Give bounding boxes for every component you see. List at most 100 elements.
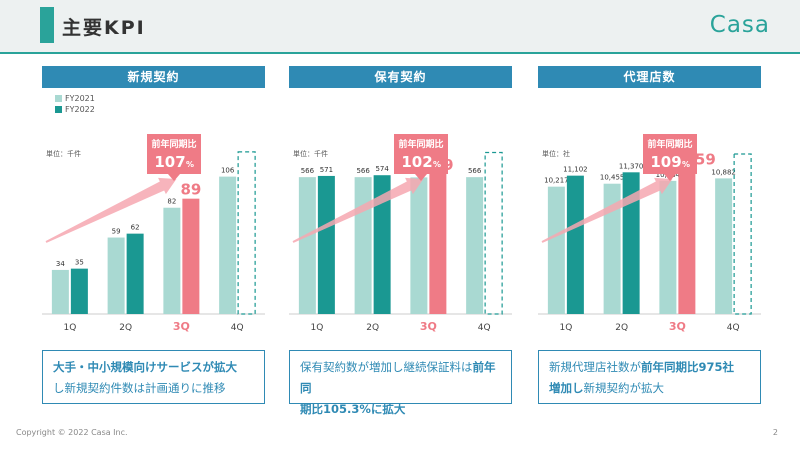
- bar-fy2021: [715, 178, 733, 314]
- bar-fy2022: [182, 198, 200, 314]
- chart-new-contracts: 単位：千件 34 35 1Q 59 62 2Q 82 89 3Q 106 4Q 前年同期比 107%: [42, 134, 265, 333]
- yoy-label: 前年同期比: [151, 138, 196, 150]
- chart-agencies: 単位：社10,21711,1021Q10,45511,3702Q10,68411…: [538, 134, 761, 333]
- callout-new-contracts: 大手・中小規模向けサービスが拡大 し新規契約件数は計画通りに推移: [42, 350, 265, 404]
- data-label-fy2021: 566: [301, 167, 315, 175]
- yoy-unit: %: [682, 160, 690, 169]
- yoy-label: 前年同期比: [398, 138, 443, 150]
- bar-fy2022: [566, 175, 584, 314]
- yoy-box-pointer: [664, 174, 676, 181]
- yoy-label: 前年同期比: [647, 138, 692, 150]
- data-label-fy2021: 106: [221, 167, 235, 175]
- header: 主要KPI Casa: [0, 0, 800, 54]
- callout-text: 保有契約数が増加し継続保証料は: [300, 360, 473, 374]
- data-label-fy2021: 59: [112, 228, 121, 236]
- callout-bold: 増加し: [549, 381, 584, 395]
- data-label-fy2022: 571: [320, 166, 333, 174]
- data-label-fy2022: 89: [180, 181, 201, 199]
- casa-logo: Casa: [709, 12, 770, 38]
- bar-fy2021: [603, 183, 621, 314]
- unit-label: 単位：千件: [46, 149, 81, 158]
- bar-fy2021: [219, 176, 237, 314]
- chart-held-contracts: 単位：千件5665711Q5665742Q5655793Q5664Q前年同期比1…: [289, 134, 512, 333]
- copyright: Copyright © 2022 Casa Inc.: [16, 428, 128, 437]
- yoy-box: [394, 134, 448, 174]
- callout-agencies: 新規代理店社数が前年同期比975社 増加し新規契約が拡大: [538, 350, 761, 404]
- callout-bold: 前年同期比975社: [641, 360, 735, 374]
- yoy-value: 107: [154, 153, 185, 171]
- yoy-box: [147, 134, 201, 174]
- x-tick-label: 1Q: [63, 323, 76, 333]
- data-label-fy2022: 574: [375, 165, 389, 173]
- callout-text: し新規契約件数は計画通りに推移: [53, 381, 226, 395]
- x-tick-label: 2Q: [615, 323, 628, 333]
- data-label-fy2021: 34: [56, 260, 65, 268]
- legend-swatch-fy2022: [55, 106, 62, 113]
- header-accent-bar: [40, 7, 54, 43]
- bar-fy2022: [622, 172, 640, 314]
- yoy-unit: %: [433, 160, 441, 169]
- yoy-box-pointer: [415, 174, 427, 181]
- bar-fy2021: [163, 207, 181, 314]
- legend: FY2021 FY2022: [55, 94, 95, 116]
- bar-fy2021: [659, 180, 677, 314]
- bar-fy2022: [70, 268, 88, 314]
- x-tick-label: 1Q: [310, 323, 323, 333]
- x-tick-label: 3Q: [173, 320, 190, 333]
- data-label-fy2021: 566: [356, 167, 370, 175]
- legend-fy2021: FY2021: [65, 94, 95, 103]
- data-label-fy2021: 10,882: [711, 168, 736, 176]
- page-title: 主要KPI: [62, 17, 146, 39]
- x-tick-label: 3Q: [420, 320, 437, 333]
- growth-arrow: [541, 177, 673, 243]
- data-label-fy2021: 82: [167, 198, 176, 206]
- bar-fy2021: [466, 177, 484, 314]
- unit-label: 単位：千件: [293, 149, 328, 158]
- panel-title-new-contracts: 新規契約: [42, 66, 265, 88]
- bar-fy2021: [51, 269, 69, 314]
- bar-fy2022-placeholder: [733, 153, 752, 315]
- legend-fy2022: FY2022: [65, 105, 95, 114]
- callout-bold: 前年同: [300, 360, 496, 395]
- callout-text: 新規契約が拡大: [583, 381, 665, 395]
- bar-fy2022: [429, 174, 447, 314]
- bar-fy2022-placeholder: [484, 151, 503, 315]
- callout-text: 新規代理店社数が: [549, 360, 641, 374]
- yoy-unit: %: [186, 160, 194, 169]
- yoy-value: 102: [401, 153, 432, 171]
- bar-fy2021: [298, 177, 316, 314]
- data-label-fy2021: 10,455: [600, 174, 625, 182]
- yoy-value: 109: [650, 153, 681, 171]
- x-tick-label: 4Q: [478, 323, 491, 333]
- bar-fy2022: [317, 175, 335, 314]
- data-label-fy2021: 10,217: [544, 177, 569, 185]
- legend-swatch-fy2021: [55, 95, 62, 102]
- x-tick-label: 2Q: [119, 323, 132, 333]
- panel-title-held-contracts: 保有契約: [289, 66, 512, 88]
- growth-arrow: [292, 177, 424, 243]
- x-tick-label: 4Q: [231, 323, 244, 333]
- bar-fy2021: [547, 186, 565, 314]
- yoy-box: [643, 134, 697, 174]
- data-label-fy2022: 62: [131, 224, 140, 232]
- data-label-fy2022: 35: [75, 259, 84, 267]
- bar-fy2021: [107, 237, 125, 314]
- yoy-box-pointer: [168, 174, 180, 181]
- callout-bold: 期比105.3%に拡大: [300, 402, 406, 416]
- x-tick-label: 4Q: [727, 323, 740, 333]
- x-tick-label: 3Q: [669, 320, 686, 333]
- bar-fy2022: [373, 175, 391, 314]
- page-number: 2: [772, 428, 778, 437]
- growth-arrow: [45, 177, 177, 243]
- bar-fy2021: [410, 177, 428, 314]
- data-label-fy2022: 11,370: [619, 162, 644, 170]
- callout-held-contracts: 保有契約数が増加し継続保証料は前年同 期比105.3%に拡大: [289, 350, 512, 416]
- unit-label: 単位：社: [542, 149, 570, 158]
- x-tick-label: 1Q: [559, 323, 572, 333]
- bar-fy2022: [678, 168, 696, 314]
- bar-fy2022: [126, 233, 144, 314]
- data-label-fy2022: 11,102: [563, 166, 588, 174]
- data-label-fy2021: 566: [468, 167, 482, 175]
- callout-bold: 大手・中小規模向けサービスが拡大: [53, 360, 237, 374]
